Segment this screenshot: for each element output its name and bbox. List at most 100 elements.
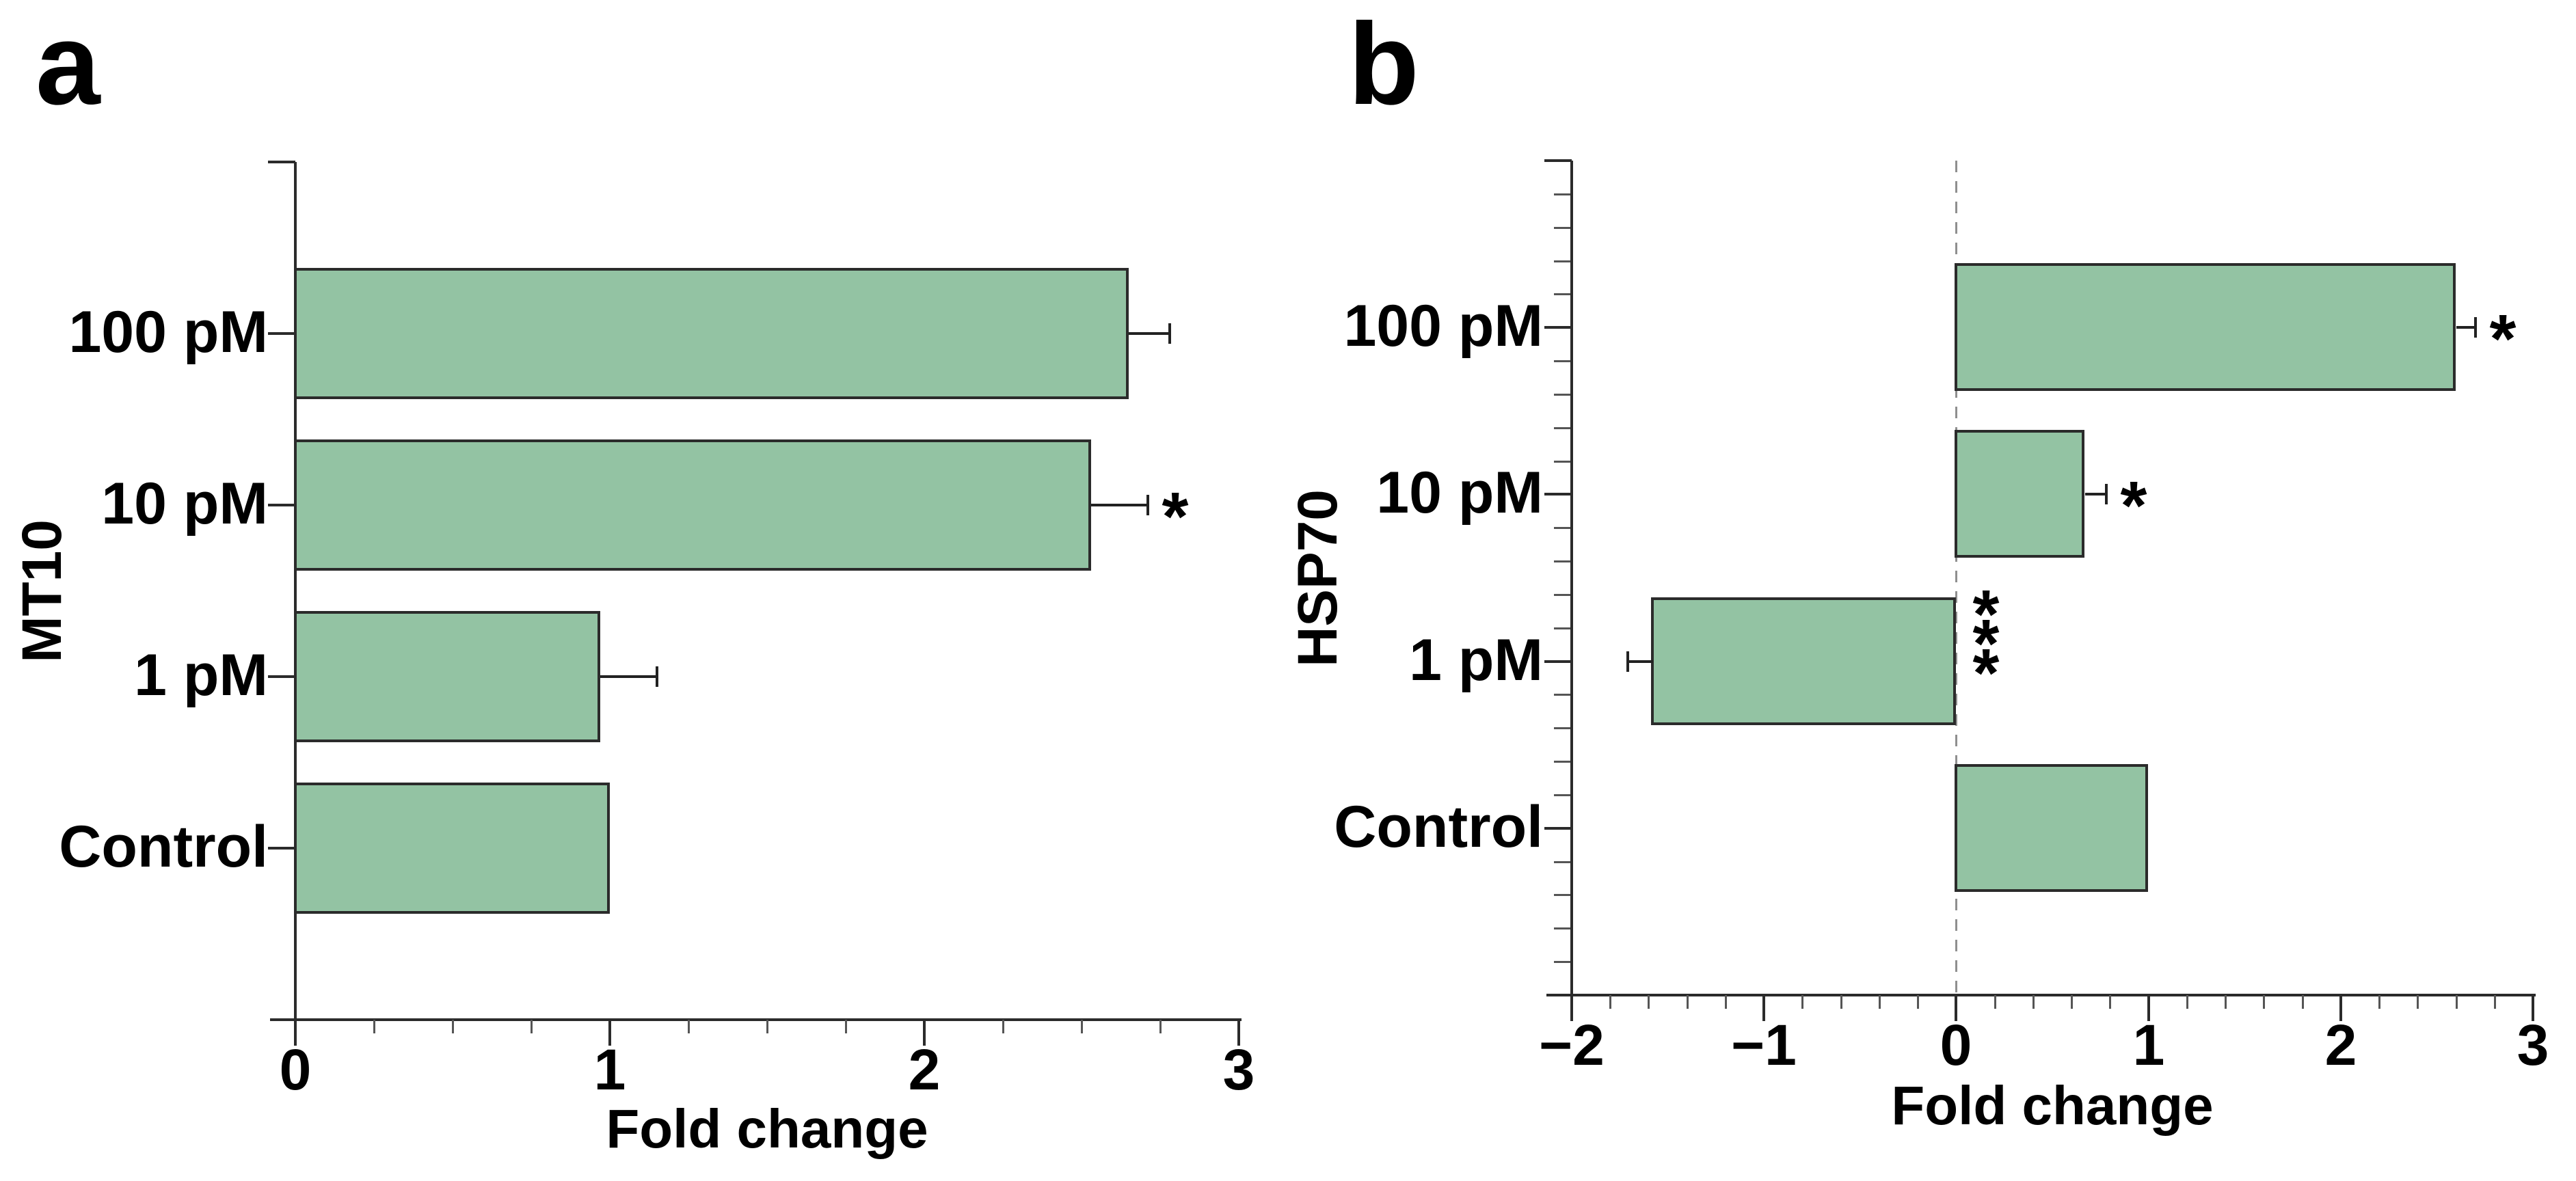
x-major-tick-a xyxy=(608,1020,611,1046)
x-major-tick-b xyxy=(1762,995,1765,1021)
category-tick-b xyxy=(1544,493,1572,496)
bar-a-3 xyxy=(294,783,610,914)
bar-a-0 xyxy=(294,268,1129,399)
x-tick-label-b: 2 xyxy=(2324,1013,2357,1077)
x-major-tick-b xyxy=(2532,995,2534,1021)
error-bar-a-1 xyxy=(1091,504,1148,506)
y-axis-top-cap-b xyxy=(1544,159,1572,162)
x-minor-tick-b xyxy=(2302,995,2304,1009)
error-bar-b-1 xyxy=(2085,493,2106,496)
significance-mark-b-2-1: * xyxy=(1972,606,2000,682)
x-minor-tick-a xyxy=(1081,1020,1083,1033)
x-minor-tick-b xyxy=(2494,995,2496,1009)
y-axis-top-cap-a xyxy=(268,161,295,163)
category-label-a-1: 10 pM xyxy=(101,471,268,537)
x-minor-tick-b xyxy=(1917,995,1919,1009)
x-axis-line-b xyxy=(1546,994,2536,996)
y-minor-tick-b xyxy=(1554,894,1570,896)
error-cap-a-2 xyxy=(656,666,658,687)
x-minor-tick-b xyxy=(2109,995,2111,1009)
x-tick-label-b: 0 xyxy=(1940,1013,1972,1077)
x-minor-tick-b xyxy=(2456,995,2458,1009)
x-minor-tick-a xyxy=(845,1020,847,1033)
x-minor-tick-b xyxy=(2378,995,2380,1009)
x-major-tick-b xyxy=(2339,995,2342,1021)
error-bar-a-0 xyxy=(1129,332,1170,335)
y-minor-tick-b xyxy=(1554,560,1570,562)
panel-letter-a: a xyxy=(36,0,100,129)
category-tick-b xyxy=(1544,827,1572,830)
y-minor-tick-b xyxy=(1554,227,1570,229)
category-tick-a xyxy=(268,332,295,335)
x-minor-tick-b xyxy=(2186,995,2188,1009)
y-axis-title-b: HSP70 xyxy=(1287,489,1349,667)
x-minor-tick-b xyxy=(2225,995,2227,1009)
x-minor-tick-a xyxy=(531,1020,533,1033)
y-minor-tick-b xyxy=(1554,527,1570,529)
x-minor-tick-b xyxy=(2417,995,2419,1009)
error-cap-b-0 xyxy=(2474,317,2477,338)
significance-mark-b-1: * xyxy=(2120,467,2147,544)
error-bar-b-0 xyxy=(2456,326,2476,329)
x-major-tick-b xyxy=(1955,995,1957,1021)
x-tick-label-b: −2 xyxy=(1539,1013,1605,1077)
x-minor-tick-b xyxy=(1994,995,1996,1009)
x-axis-line-a xyxy=(270,1018,1242,1021)
y-minor-tick-b xyxy=(1554,761,1570,763)
x-minor-tick-b xyxy=(1840,995,1842,1009)
x-minor-tick-b xyxy=(2032,995,2035,1009)
error-bar-b-2 xyxy=(1628,660,1653,663)
category-tick-a xyxy=(268,675,295,678)
x-axis-title-b: Fold change xyxy=(1891,1075,2214,1136)
x-minor-tick-b xyxy=(1648,995,1650,1009)
bar-a-2 xyxy=(294,611,600,742)
x-minor-tick-b xyxy=(1687,995,1689,1009)
x-tick-label-a: 3 xyxy=(1222,1037,1255,1102)
x-tick-label-a: 0 xyxy=(279,1037,312,1102)
category-label-b-0: 100 pM xyxy=(1343,293,1543,359)
x-major-tick-a xyxy=(1237,1020,1240,1046)
x-axis-title-a: Fold change xyxy=(606,1098,928,1159)
y-minor-tick-b xyxy=(1554,694,1570,696)
x-minor-tick-a xyxy=(688,1020,690,1033)
y-minor-tick-b xyxy=(1554,461,1570,463)
bar-b-0 xyxy=(1955,263,2456,391)
category-label-a-3: Control xyxy=(59,814,268,880)
significance-mark-b-2-2: * xyxy=(1972,635,2000,711)
error-cap-b-1 xyxy=(2105,484,2108,504)
category-label-a-2: 1 pM xyxy=(134,642,268,708)
x-minor-tick-b xyxy=(1609,995,1611,1009)
y-minor-tick-b xyxy=(1554,293,1570,295)
y-axis-spine-b xyxy=(1570,161,1573,995)
bar-a-1 xyxy=(294,439,1091,571)
panel-letter-b: b xyxy=(1348,0,1419,129)
x-major-tick-a xyxy=(294,1020,297,1046)
y-minor-tick-b xyxy=(1554,961,1570,963)
y-minor-tick-b xyxy=(1554,794,1570,796)
significance-mark-a-1: * xyxy=(1162,478,1189,555)
y-minor-tick-b xyxy=(1554,927,1570,929)
y-minor-tick-b xyxy=(1554,360,1570,362)
category-tick-b xyxy=(1544,660,1572,663)
y-minor-tick-b xyxy=(1554,861,1570,863)
category-label-a-0: 100 pM xyxy=(68,299,268,365)
x-tick-label-a: 1 xyxy=(593,1037,626,1102)
x-minor-tick-b xyxy=(2263,995,2265,1009)
y-minor-tick-b xyxy=(1554,594,1570,596)
category-label-b-3: Control xyxy=(1334,794,1543,860)
y-minor-tick-b xyxy=(1554,394,1570,396)
category-label-b-2: 1 pM xyxy=(1409,627,1543,693)
x-major-tick-a xyxy=(923,1020,926,1046)
x-minor-tick-a xyxy=(452,1020,454,1033)
x-minor-tick-a xyxy=(1002,1020,1004,1033)
x-major-tick-b xyxy=(2147,995,2150,1021)
y-axis-title-a: MT10 xyxy=(11,519,73,663)
category-tick-a xyxy=(268,504,295,506)
bar-b-2 xyxy=(1651,597,1956,725)
error-bar-a-2 xyxy=(600,675,657,678)
x-tick-label-b: 3 xyxy=(2517,1013,2549,1077)
x-minor-tick-a xyxy=(373,1020,375,1033)
x-major-tick-b xyxy=(1570,995,1573,1021)
significance-mark-b-0: * xyxy=(2489,301,2517,377)
